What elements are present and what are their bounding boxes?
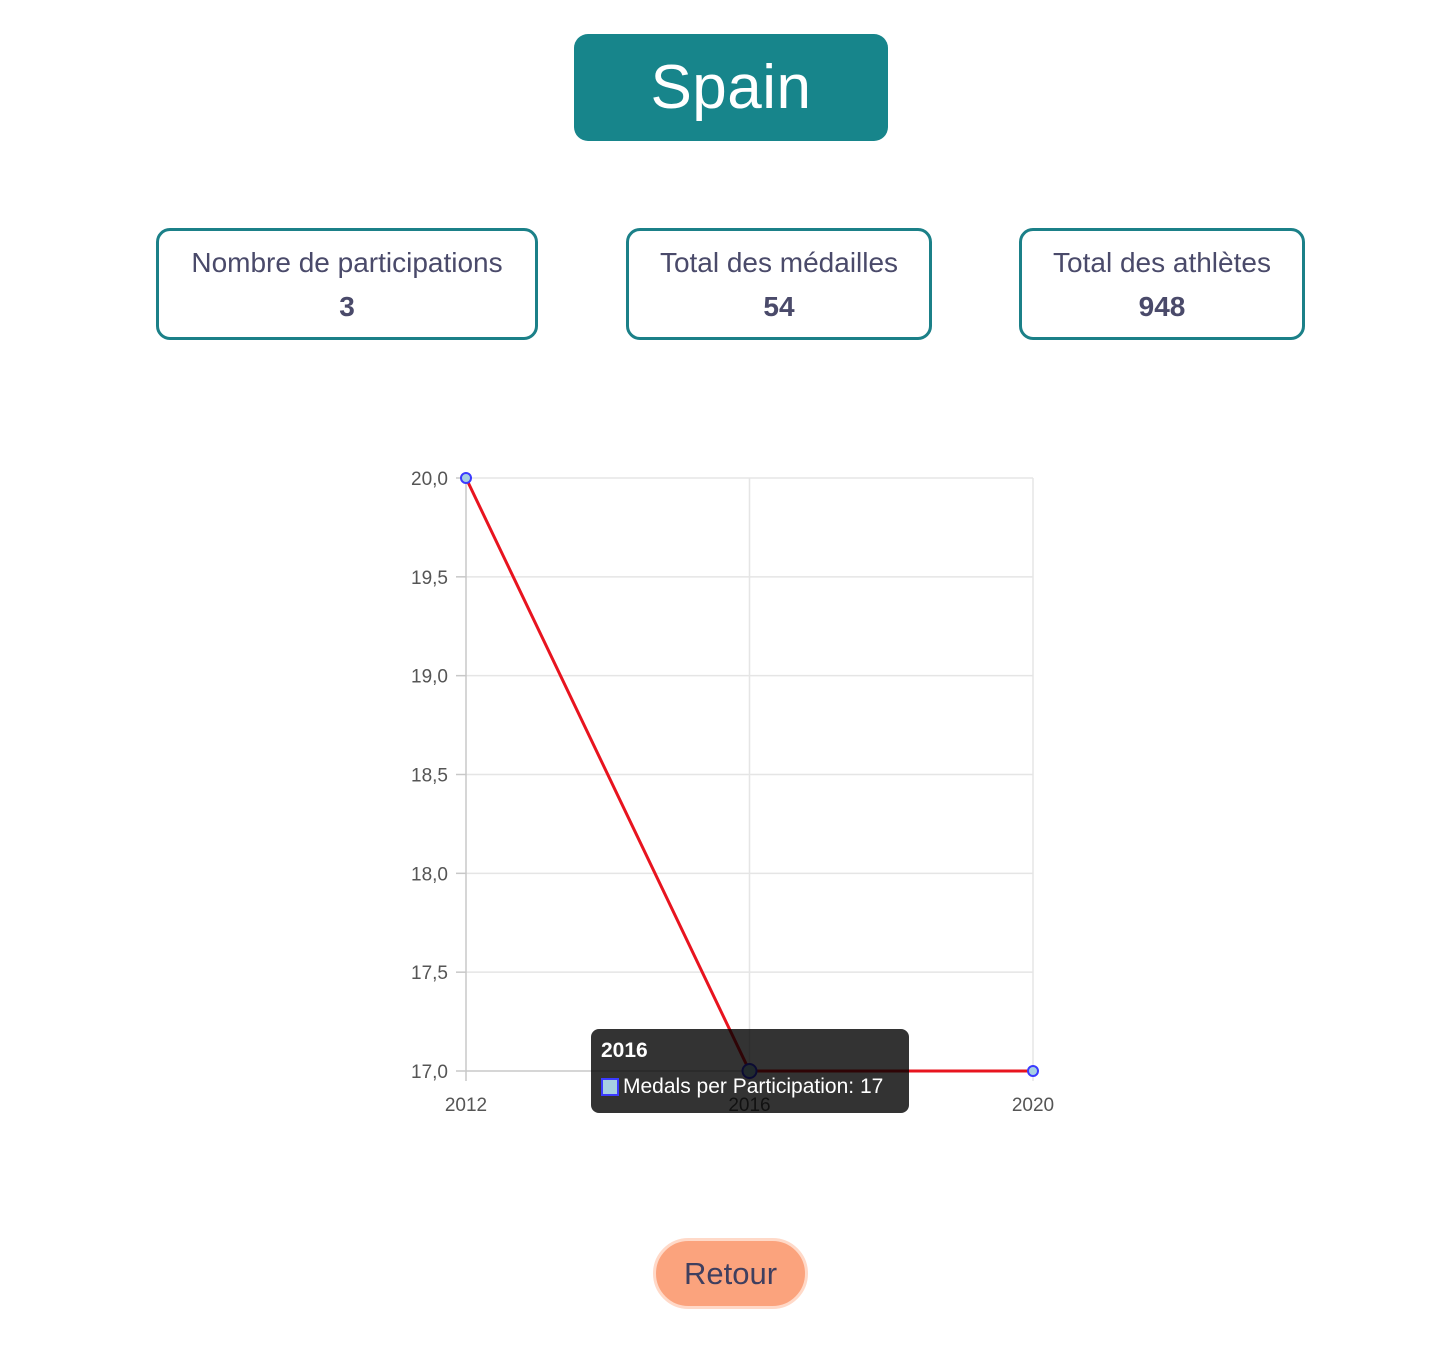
y-tick-label: 18,0 [411, 864, 448, 885]
y-tick-label: 18,5 [411, 766, 448, 787]
tooltip-text: Medals per Participation: 17 [623, 1075, 884, 1098]
chart-tooltip: 2016 Medals per Participation: 17 [591, 1029, 909, 1113]
x-tick-label: 2012 [445, 1095, 487, 1116]
y-tick-label: 19,5 [411, 568, 448, 589]
back-button[interactable]: Retour [653, 1238, 808, 1309]
athletes-label: Total des athlètes [1053, 247, 1271, 278]
medals-line-chart[interactable]: 20,0 19,5 19,0 18,5 18,0 17,5 17,0 2012 2016 2020 [0, 0, 1442, 1200]
tooltip-color-swatch [601, 1078, 619, 1096]
participations-card: Nombre de participations 3 [156, 228, 538, 340]
participations-label: Nombre de participations [191, 247, 503, 278]
y-tick-label: 20,0 [411, 469, 448, 490]
data-point [1027, 1065, 1039, 1077]
participations-value: 3 [339, 291, 355, 322]
y-tick-label: 17,5 [411, 963, 448, 984]
country-title: Spain [574, 34, 888, 141]
medals-value: 54 [763, 291, 795, 322]
y-tick-label: 17,0 [411, 1062, 448, 1083]
y-tick-label: 19,0 [411, 667, 448, 688]
medals-label: Total des médailles [659, 247, 899, 278]
athletes-card: Total des athlètes 948 [1019, 228, 1305, 340]
medals-card: Total des médailles 54 [626, 228, 932, 340]
data-point [460, 472, 472, 484]
athletes-value: 948 [1138, 291, 1186, 322]
x-tick-label: 2020 [1012, 1095, 1054, 1116]
tooltip-title: 2016 [601, 1039, 648, 1062]
tooltip-row: Medals per Participation: 17 [601, 1075, 899, 1099]
